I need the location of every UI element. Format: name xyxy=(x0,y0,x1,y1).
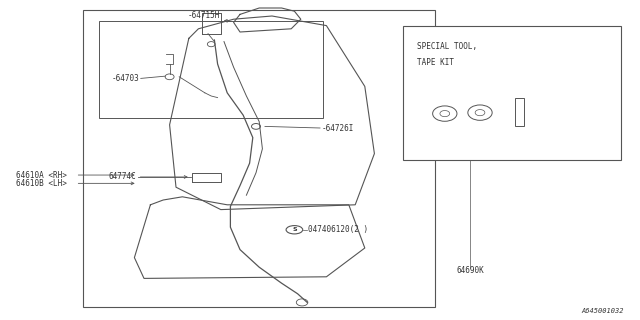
Text: TAPE KIT: TAPE KIT xyxy=(417,58,454,67)
Bar xyxy=(83,10,435,307)
Bar xyxy=(99,21,323,118)
Text: -64703: -64703 xyxy=(112,74,140,83)
Text: SPECIAL TOOL,: SPECIAL TOOL, xyxy=(417,42,477,51)
Text: 64610B <LH>: 64610B <LH> xyxy=(16,179,67,188)
Text: 047406120(2 ): 047406120(2 ) xyxy=(308,225,369,234)
Bar xyxy=(403,26,621,160)
Text: -64715H: -64715H xyxy=(188,12,220,20)
Text: S: S xyxy=(292,227,297,232)
Circle shape xyxy=(286,226,303,234)
Bar xyxy=(515,98,524,126)
Text: -64726I: -64726I xyxy=(321,124,354,132)
Text: 64774C: 64774C xyxy=(109,172,136,181)
Text: A645001032: A645001032 xyxy=(582,308,624,314)
Text: 64610A <RH>: 64610A <RH> xyxy=(16,171,67,180)
Text: 64690K: 64690K xyxy=(456,266,484,275)
